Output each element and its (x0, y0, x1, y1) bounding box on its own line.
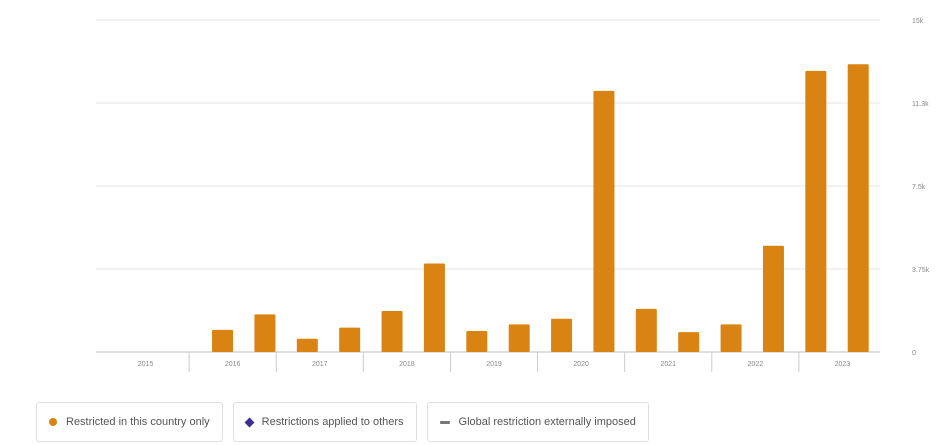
legend-item-global-restriction[interactable]: Global restriction externally imposed (426, 402, 649, 442)
x-tick-label: 2020 (573, 361, 589, 368)
bar (254, 314, 276, 352)
chart-area: 0 3.75k 7.5k 11.3k 15k 2015 2016 2017 2018 2019 20… (96, 18, 930, 372)
diamond-icon (244, 417, 255, 427)
bar (381, 311, 403, 352)
bar (339, 327, 361, 352)
bar (423, 263, 445, 352)
bar (720, 324, 742, 352)
x-tick-label: 2022 (748, 361, 764, 368)
x-tick-label: 2018 (399, 361, 415, 368)
dash-icon (439, 420, 450, 424)
x-tick-label: 2016 (225, 361, 241, 368)
bar (551, 318, 573, 352)
bar-chart: 0 3.75k 7.5k 11.3k 15k 2015 2016 2017 2018 2019 20… (96, 18, 930, 372)
x-tick-label: 2019 (486, 361, 502, 368)
y-tick-label: 0 (912, 350, 916, 357)
bar (678, 332, 700, 352)
x-tick-label: 2023 (835, 361, 851, 368)
legend-label: Restricted in this country only (66, 416, 210, 428)
bar (296, 338, 318, 352)
bar (593, 90, 615, 353)
legend-label: Global restriction externally imposed (458, 416, 636, 428)
bar (635, 308, 657, 352)
bar (212, 329, 234, 352)
legend: Restricted in this country only Restrict… (36, 402, 649, 442)
bar (805, 70, 827, 352)
bar (762, 245, 784, 352)
bar (508, 324, 530, 352)
bar (466, 330, 488, 352)
y-tick-label: 15k (912, 18, 924, 25)
dot-icon (49, 418, 57, 426)
legend-label: Restrictions applied to others (261, 416, 404, 428)
y-tick-label: 3.75k (912, 267, 930, 274)
y-tick-label: 7.5k (912, 184, 926, 191)
legend-item-restricted-country[interactable]: Restricted in this country only (36, 402, 223, 442)
x-tick-label: 2021 (660, 361, 676, 368)
x-tick-label: 2015 (138, 361, 154, 368)
legend-item-restrictions-others[interactable]: Restrictions applied to others (232, 402, 417, 442)
x-tick-label: 2017 (312, 361, 328, 368)
bar (847, 64, 869, 353)
y-tick-label: 11.3k (912, 101, 929, 108)
